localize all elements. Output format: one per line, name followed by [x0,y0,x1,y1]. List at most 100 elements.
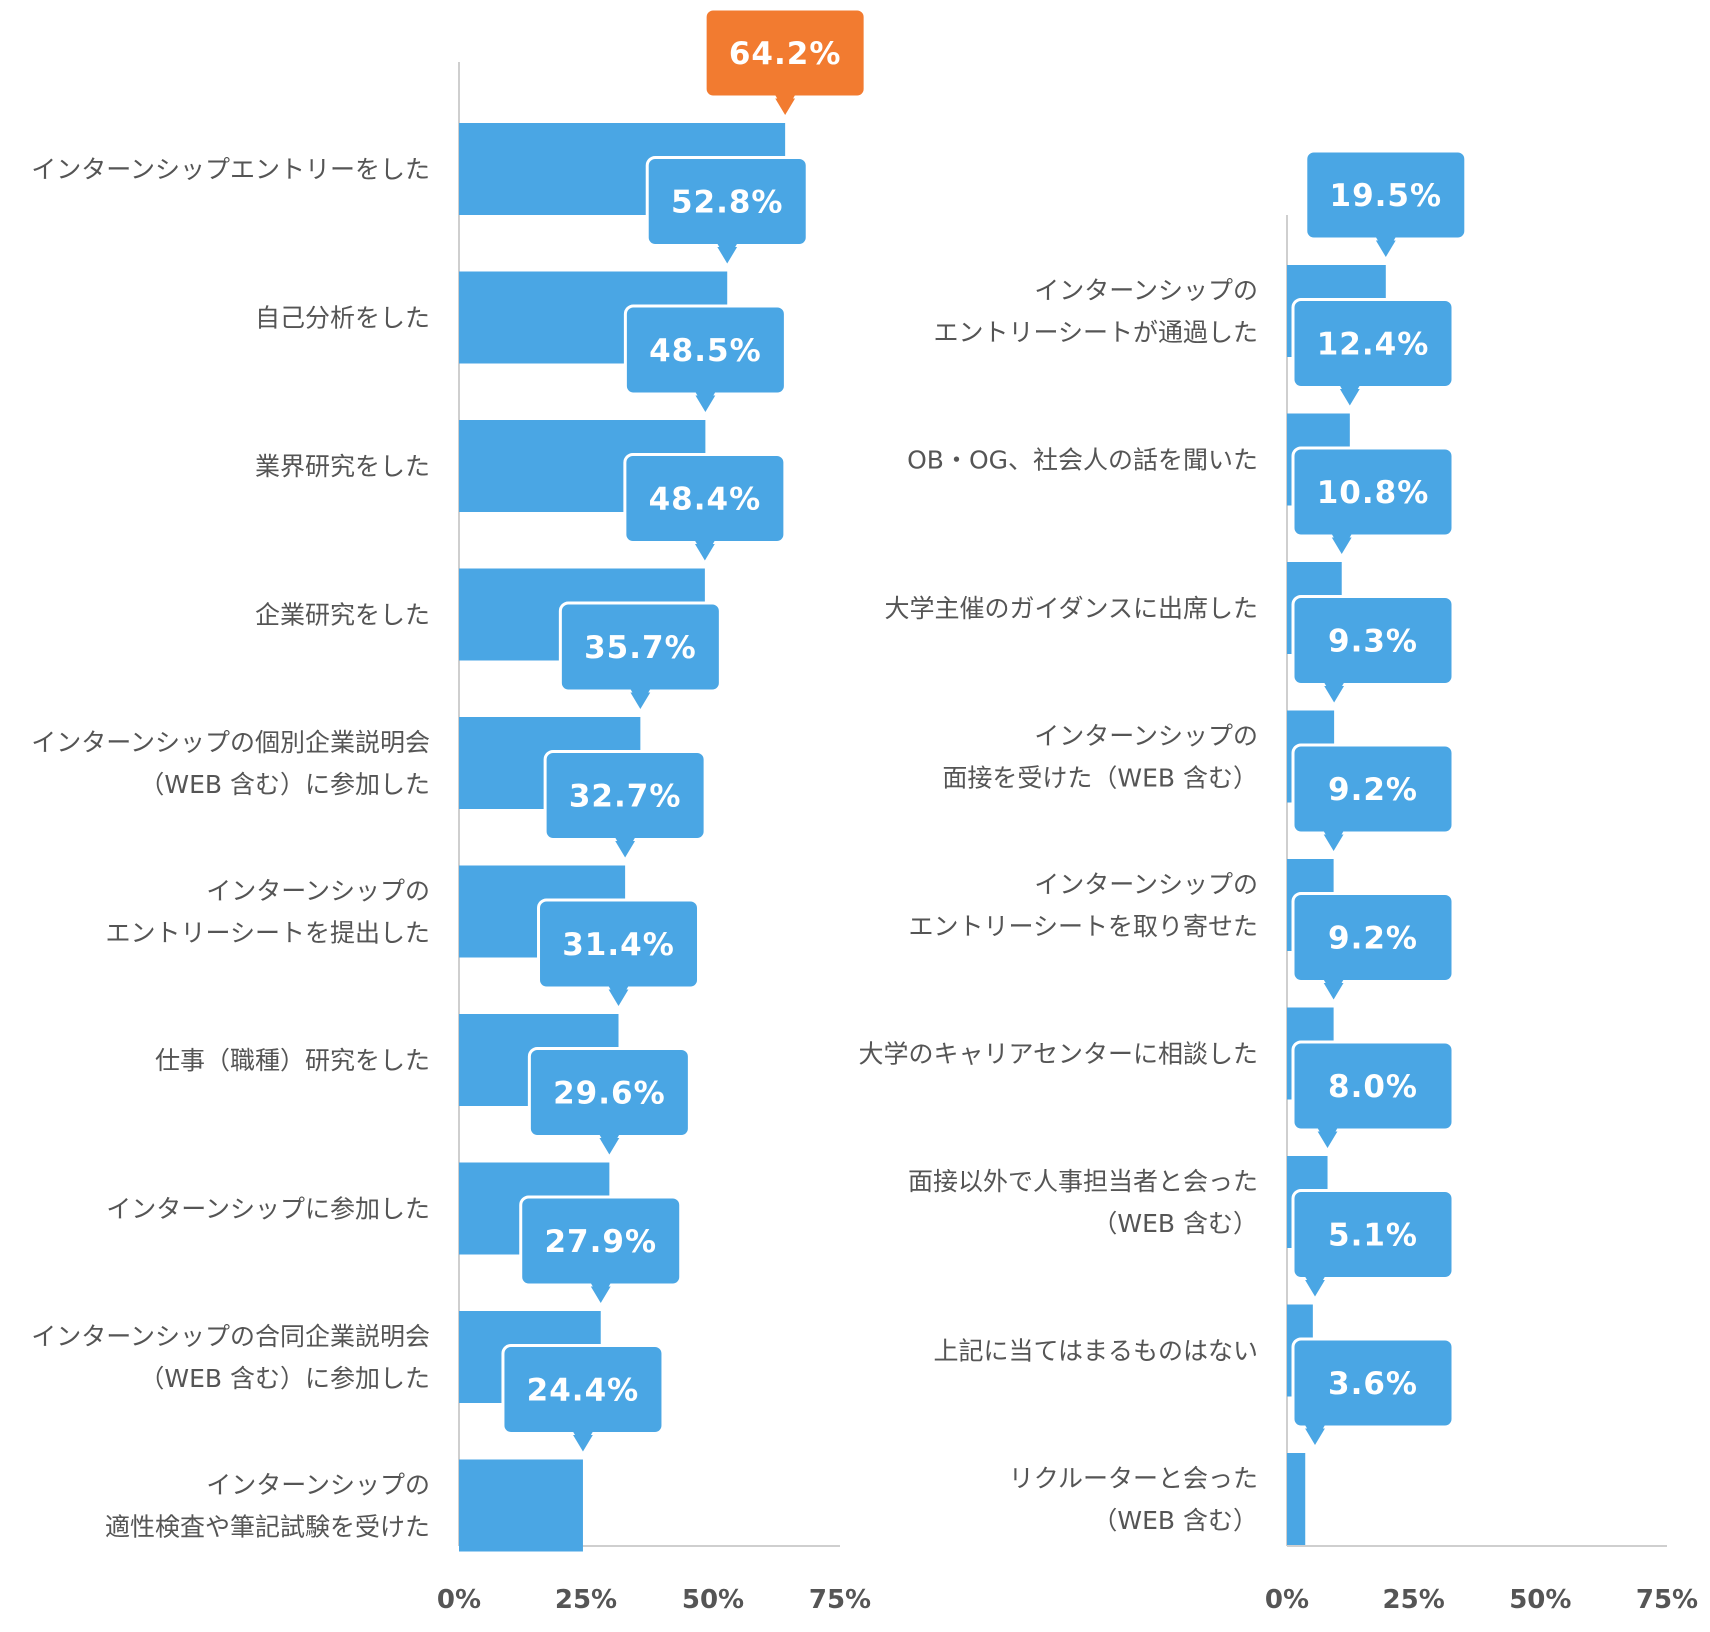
category-label: エントリーシートを提出した [105,919,430,948]
value-label: 27.9% [544,1224,657,1260]
value-label: 19.5% [1330,178,1443,214]
category-label: OB・OG、社会人の話を聞いた [907,446,1258,475]
value-callout: 9.2% [1291,892,1455,1000]
value-callout: 5.1% [1291,1189,1455,1297]
value-label: 9.3% [1328,624,1418,660]
category-label: 面接以外で人事担当者と会った [908,1167,1258,1196]
category-label: 大学主催のガイダンスに出席した [884,594,1258,623]
x-tick-label: 0% [1265,1585,1309,1615]
callout-tail-fill [717,243,738,261]
category-label: リクルーターと会った [1009,1464,1258,1493]
callout-tail-fill [695,392,716,409]
category-label: 企業研究をした [255,601,430,630]
value-label: 12.4% [1317,327,1430,363]
chart-panel-1: 0% 25% 50% 75% 64.2% 52.8% 48.5% 48.4% 35.7% 32.7… [31,7,871,1615]
x-tick-label: 50% [682,1585,744,1615]
callout-tail-fill [1323,831,1344,848]
callout-box [1291,1040,1455,1132]
value-label: 9.2% [1328,921,1418,957]
category-label: （WEB 含む） [1092,1506,1258,1535]
category-label: インターンシップの [1034,870,1258,899]
value-callouts: 64.2% 52.8% 48.5% 48.4% 35.7% 32.7% 31.4% 29.6%… [501,7,867,1452]
category-label: エントリーシートを取り寄せた [908,912,1258,941]
value-callout: 31.4% [537,898,701,1006]
value-callout: 52.8% [645,156,809,264]
callout-tail-fill [1305,1425,1325,1442]
value-label: 9.2% [1328,772,1418,808]
value-callout: 12.4% [1291,298,1455,406]
chart-panel-2: 0% 25% 50% 75% 19.5% 12.4% 10.8% 9.3% 9.2% 9.2% 8.… [858,149,1698,1615]
callout-box [1291,595,1455,686]
value-label: 35.7% [584,630,697,666]
value-callout-highlight: 64.2% [703,7,867,115]
category-label: 仕事（職種）研究をした [155,1046,430,1075]
value-callout: 10.8% [1291,446,1455,554]
category-label: インターンシップに参加した [106,1195,430,1224]
callout-tail-fill [630,689,651,706]
callout-tail-fill [1323,979,1344,997]
callout-tail-fill [1324,682,1345,700]
callout-box [1291,1189,1455,1280]
x-tick-label: 50% [1509,1585,1571,1615]
callout-box [1291,743,1455,835]
value-label: 32.7% [569,779,682,815]
callout-box [1291,298,1455,389]
value-label: 5.1% [1328,1218,1418,1254]
value-callout: 19.5% [1304,149,1468,257]
value-label: 31.4% [562,927,675,963]
category-label: インターンシップの [206,877,430,906]
value-label: 52.8% [671,185,784,221]
value-label: 64.2% [729,36,842,72]
value-callout: 48.5% [623,304,787,412]
callout-tail-fill [599,1134,620,1152]
category-label: 業界研究をした [255,452,430,481]
value-callout: 29.6% [527,1047,691,1155]
category-label: （WEB 含む）に参加した [139,770,430,799]
callout-tail-fill [572,1431,593,1449]
value-label: 48.4% [649,482,762,518]
category-label: （WEB 含む） [1092,1209,1258,1238]
category-label: 上記に当てはまるものはない [933,1337,1258,1366]
bar [459,1459,583,1552]
category-label: インターンシップの [1034,722,1258,751]
x-tick-label: 0% [437,1585,481,1615]
callout-box [1291,1337,1455,1429]
value-label: 10.8% [1317,475,1430,511]
callout-tail-fill [694,540,715,558]
callout-box [1291,892,1455,983]
category-label: エントリーシートが通過した [933,318,1258,347]
category-label: 適性検査や筆記試験を受けた [105,1513,430,1542]
callout-tail-fill [615,837,636,855]
value-label: 24.4% [527,1373,640,1409]
callout-tail-fill [1339,385,1360,403]
value-callout: 24.4% [501,1344,665,1452]
category-label: 面接を受けた（WEB 含む） [942,764,1258,793]
category-label: インターンシップの [206,1471,430,1500]
x-tick-label: 25% [555,1585,617,1615]
callout-tail-fill [590,1283,611,1300]
callout-tail-fill [1317,1128,1338,1145]
value-callout: 3.6% [1291,1337,1455,1445]
x-tick-label: 25% [1383,1585,1445,1615]
value-callout: 9.2% [1291,743,1455,851]
callout-tail-fill [608,986,629,1003]
category-label: 自己分析をした [255,304,430,333]
callout-tail-fill [775,95,796,112]
value-callout: 9.3% [1291,595,1455,703]
value-callout: 27.9% [519,1195,683,1303]
callout-tail-fill [1331,534,1352,551]
value-callouts: 19.5% 12.4% 10.8% 9.3% 9.2% 9.2% 8.0% 5.1% 3.6% [1291,149,1468,1445]
value-callout: 48.4% [623,453,787,561]
value-label: 8.0% [1328,1069,1418,1105]
value-callout: 32.7% [543,750,707,858]
category-label: インターンシップの合同企業説明会 [31,1322,430,1351]
x-tick-label: 75% [1636,1585,1698,1615]
category-label: 大学のキャリアセンターに相談した [858,1040,1258,1069]
value-label: 48.5% [649,333,762,369]
callout-tail-fill [1305,1276,1325,1294]
value-label: 29.6% [553,1076,666,1112]
category-label: インターンシップの [1034,276,1258,305]
category-label: （WEB 含む）に参加した [139,1364,430,1393]
callout-tail-fill [1375,237,1396,254]
